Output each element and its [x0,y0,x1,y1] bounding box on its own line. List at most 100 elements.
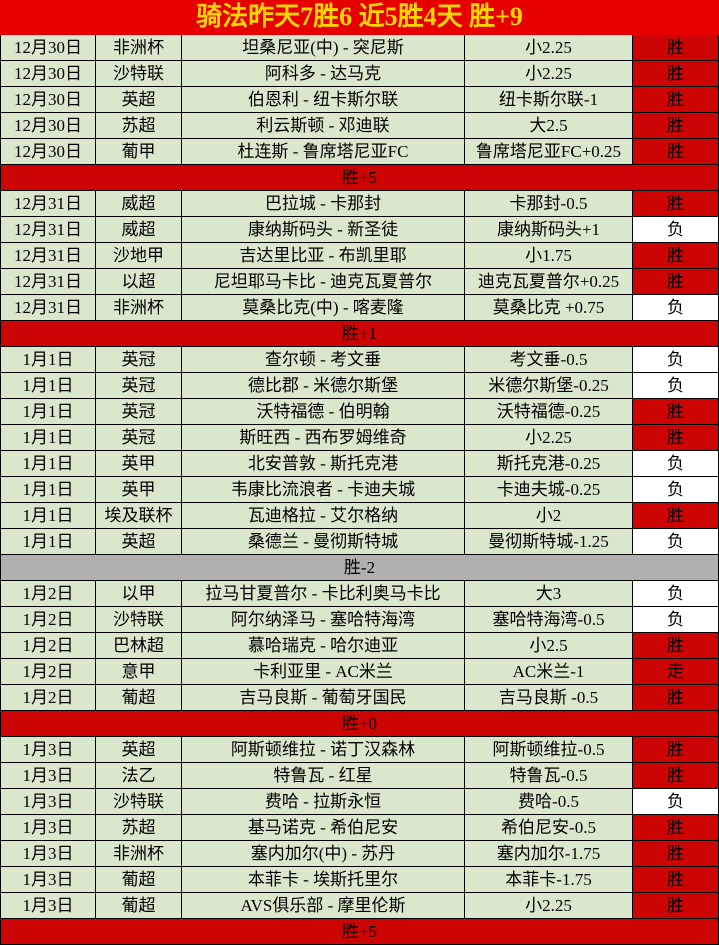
match-row: 1月3日 非洲杯 塞内加尔(中) - 苏丹 塞内加尔-1.75 胜 [1,841,718,867]
match-cell: 卡利亚里 - AC米兰 [182,659,465,684]
match-row: 1月3日 英超 阿斯顿维拉 - 诺丁汉森林 阿斯顿维拉-0.5 胜 [1,737,718,763]
league-cell: 英甲 [96,477,182,502]
bet-cell: 沃特福德-0.25 [465,399,633,424]
match-row: 12月30日 英超 伯恩利 - 纽卡斯尔联 纽卡斯尔联-1 胜 [1,87,718,113]
page-title: 骑法昨天7胜6 近5胜4天 胜+9 [0,0,719,35]
match-cell: 莫桑比克(中) - 喀麦隆 [182,295,465,320]
date-cell: 1月1日 [1,399,96,424]
date-cell: 1月3日 [1,763,96,788]
match-cell: 北安普敦 - 斯托克港 [182,451,465,476]
match-cell: 伯恩利 - 纽卡斯尔联 [182,87,465,112]
result-cell: 胜 [633,35,718,60]
match-cell: 本菲卡 - 埃斯托里尔 [182,867,465,892]
date-cell: 12月30日 [1,35,96,60]
match-cell: 斯旺西 - 西布罗姆维奇 [182,425,465,450]
league-cell: 威超 [96,217,182,242]
league-cell: 葡超 [96,893,182,918]
date-cell: 1月3日 [1,867,96,892]
match-cell: 查尔顿 - 考文垂 [182,347,465,372]
match-row: 1月2日 意甲 卡利亚里 - AC米兰 AC米兰-1 走 [1,659,718,685]
result-cell: 负 [633,607,718,632]
record-table: 12月30日 非洲杯 坦桑尼亚(中) - 突尼斯 小2.25 胜 12月30日 沙特联 阿科多… [0,35,719,945]
league-cell: 苏超 [96,815,182,840]
league-cell: 英超 [96,529,182,554]
result-cell: 胜 [633,399,718,424]
result-cell: 负 [633,373,718,398]
match-cell: 瓦迪格拉 - 艾尔格纳 [182,503,465,528]
match-row: 12月30日 沙特联 阿科多 - 达马克 小2.25 胜 [1,61,718,87]
bet-cell: 纽卡斯尔联-1 [465,87,633,112]
result-cell: 负 [633,295,718,320]
bet-cell: 莫桑比克 +0.75 [465,295,633,320]
match-row: 1月2日 沙特联 阿尔纳泽马 - 塞哈特海湾 塞哈特海湾-0.5 负 [1,607,718,633]
match-cell: 阿斯顿维拉 - 诺丁汉森林 [182,737,465,762]
result-cell: 胜 [633,893,718,918]
bet-cell: 小2 [465,503,633,528]
match-cell: 拉马甘夏普尔 - 卡比利奥马卡比 [182,581,465,606]
date-cell: 12月30日 [1,113,96,138]
date-cell: 1月1日 [1,503,96,528]
date-cell: 1月3日 [1,815,96,840]
result-cell: 胜 [633,737,718,762]
league-cell: 英超 [96,737,182,762]
bet-cell: 米德尔斯堡-0.25 [465,373,633,398]
date-cell: 1月3日 [1,789,96,814]
match-row: 1月3日 葡超 AVS俱乐部 - 摩里伦斯 小2.25 胜 [1,893,718,919]
date-cell: 1月1日 [1,425,96,450]
match-cell: 阿尔纳泽马 - 塞哈特海湾 [182,607,465,632]
result-cell: 胜 [633,87,718,112]
league-cell: 非洲杯 [96,35,182,60]
date-cell: 1月2日 [1,581,96,606]
bet-cell: 小2.25 [465,425,633,450]
bet-cell: 特鲁瓦-0.5 [465,763,633,788]
match-cell: 吉马良斯 - 葡萄牙国民 [182,685,465,710]
match-cell: 坦桑尼亚(中) - 突尼斯 [182,35,465,60]
league-cell: 沙特联 [96,789,182,814]
date-cell: 1月2日 [1,607,96,632]
match-row: 12月31日 以超 尼坦耶马卡比 - 迪克瓦夏普尔 迪克瓦夏普尔+0.25 胜 [1,269,718,295]
result-cell: 胜 [633,633,718,658]
bet-cell: 小2.5 [465,633,633,658]
match-row: 1月3日 葡超 本菲卡 - 埃斯托里尔 本菲卡-1.75 胜 [1,867,718,893]
result-cell: 胜 [633,685,718,710]
match-row: 12月31日 沙地甲 吉达里比亚 - 布凯里耶 小1.75 胜 [1,243,718,269]
bet-cell: 小1.75 [465,243,633,268]
result-cell: 胜 [633,425,718,450]
match-cell: 利云斯顿 - 邓迪联 [182,113,465,138]
bet-cell: 曼彻斯特城-1.25 [465,529,633,554]
match-row: 1月1日 英冠 德比郡 - 米德尔斯堡 米德尔斯堡-0.25 负 [1,373,718,399]
match-row: 1月1日 英甲 北安普敦 - 斯托克港 斯托克港-0.25 负 [1,451,718,477]
section-summary-row: 胜+5 [1,165,718,191]
bet-cell: 本菲卡-1.75 [465,867,633,892]
result-cell: 负 [633,477,718,502]
league-cell: 沙特联 [96,607,182,632]
result-cell: 胜 [633,243,718,268]
result-cell: 胜 [633,841,718,866]
date-cell: 12月30日 [1,61,96,86]
league-cell: 意甲 [96,659,182,684]
match-row: 1月1日 英冠 沃特福德 - 伯明翰 沃特福德-0.25 胜 [1,399,718,425]
result-cell: 负 [633,347,718,372]
result-cell: 负 [633,789,718,814]
match-row: 12月30日 葡甲 杜连斯 - 鲁席塔尼亚FC 鲁席塔尼亚FC+0.25 胜 [1,139,718,165]
date-cell: 1月1日 [1,373,96,398]
match-row: 1月1日 英超 桑德兰 - 曼彻斯特城 曼彻斯特城-1.25 负 [1,529,718,555]
result-cell: 胜 [633,503,718,528]
date-cell: 1月3日 [1,841,96,866]
section-summary-row: 胜-2 [1,555,718,581]
section-summary-row: 胜+0 [1,711,718,737]
match-cell: 杜连斯 - 鲁席塔尼亚FC [182,139,465,164]
result-cell: 胜 [633,113,718,138]
bet-cell: 迪克瓦夏普尔+0.25 [465,269,633,294]
date-cell: 12月31日 [1,217,96,242]
date-cell: 12月31日 [1,269,96,294]
league-cell: 以超 [96,269,182,294]
bet-cell: 康纳斯码头+1 [465,217,633,242]
match-cell: 费哈 - 拉斯永恒 [182,789,465,814]
result-cell: 负 [633,451,718,476]
bet-cell: 塞哈特海湾-0.5 [465,607,633,632]
match-cell: 基马诺克 - 希伯尼安 [182,815,465,840]
match-row: 1月3日 沙特联 费哈 - 拉斯永恒 费哈-0.5 负 [1,789,718,815]
bet-cell: 费哈-0.5 [465,789,633,814]
